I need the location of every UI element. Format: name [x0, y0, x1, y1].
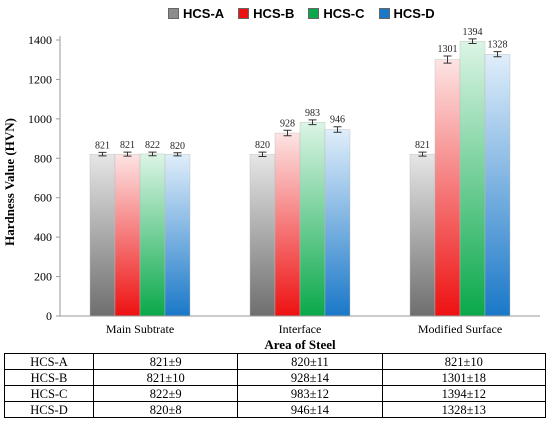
- table-cell: 928±14: [237, 369, 383, 386]
- error-bar: [173, 152, 182, 157]
- y-tick-label: 800: [34, 151, 52, 165]
- bar: [484, 53, 511, 317]
- y-tick-label: 1400: [28, 33, 52, 47]
- y-axis-title: Hardness Value (HVN): [2, 118, 17, 246]
- error-bar: [333, 126, 342, 133]
- table-cell: 821±9: [92, 353, 239, 370]
- bar: [324, 129, 351, 317]
- table-cell: 820±11: [237, 353, 383, 370]
- legend-swatch-hcs-a: [168, 8, 179, 19]
- legend-swatch-hcs-b: [238, 8, 250, 19]
- error-bar: [493, 51, 502, 58]
- bar: [139, 153, 166, 317]
- table-cell: 821±10: [381, 353, 547, 370]
- data-label: 1394: [463, 27, 483, 38]
- legend-item-hcs-a: HCS-A: [168, 6, 224, 21]
- error-bar: [98, 151, 107, 157]
- data-label: 1328: [488, 40, 508, 51]
- table-cell: 1394±12: [381, 385, 547, 402]
- legend-item-hcs-c: HCS-C: [308, 6, 365, 21]
- table-cell: 946±14: [237, 401, 383, 418]
- table-row: HCS-A 821±9 820±11 821±10: [4, 353, 547, 370]
- table-row-label: HCS-B: [4, 369, 94, 386]
- error-bar: [123, 151, 132, 157]
- y-tick-label: 1200: [28, 72, 52, 86]
- y-tick-label: 600: [34, 191, 52, 205]
- chart-legend: HCS-A HCS-B HCS-C HCS-D: [168, 6, 435, 21]
- axis-layer: 0 200 400 600 800 1000 1200 1400: [28, 33, 540, 323]
- x-tick-label: Main Subtrate: [106, 322, 174, 336]
- data-label: 820: [170, 141, 185, 152]
- table-cell: 820±8: [92, 401, 239, 418]
- table-row: HCS-B 821±10 928±14 1301±18: [4, 369, 547, 386]
- data-label: 822: [145, 140, 160, 151]
- table-row: HCS-C 822±9 983±12 1394±12: [4, 385, 547, 402]
- table-row-label: HCS-D: [4, 401, 94, 418]
- data-label: 946: [330, 115, 345, 126]
- bar: [299, 122, 326, 317]
- error-bar: [258, 151, 267, 158]
- table-row: HCS-D 820±8 946±14 1328±13: [4, 401, 547, 418]
- x-tick-label: Modified Surface: [418, 322, 502, 336]
- bar: [164, 154, 191, 317]
- x-axis-title: Area of Steel: [264, 337, 336, 352]
- data-label: 821: [120, 140, 135, 151]
- legend-swatch-hcs-c: [308, 8, 320, 19]
- legend-label-hcs-d: HCS-D: [393, 6, 435, 21]
- y-tick-label: 400: [34, 230, 52, 244]
- legend-label-hcs-b: HCS-B: [253, 6, 295, 21]
- error-bar: [148, 151, 157, 157]
- data-label: 928: [280, 118, 295, 129]
- y-tick-label: 1000: [28, 112, 52, 126]
- y-tick-label: 0: [46, 309, 52, 323]
- data-label: 821: [415, 140, 430, 151]
- table-row-label: HCS-C: [4, 385, 94, 402]
- error-bar: [443, 55, 452, 64]
- table-cell: 821±10: [92, 369, 239, 386]
- error-bar: [283, 129, 292, 137]
- data-table: HCS-A 821±9 820±11 821±10 HCS-B 821±10 9…: [4, 353, 547, 418]
- bars-layer: [89, 38, 511, 317]
- bar: [249, 154, 276, 317]
- data-label: 820: [255, 140, 270, 151]
- table-cell: 822±9: [92, 385, 239, 402]
- error-bar: [468, 38, 477, 45]
- bar-chart: 0 200 400 600 800 1000 1200 1400 821 821 822 820 Ma…: [2, 27, 540, 352]
- table-cell: 1328±13: [381, 401, 547, 418]
- table-cell: 983±12: [237, 385, 383, 402]
- x-tick-label: Interface: [279, 322, 322, 336]
- legend-item-hcs-d: HCS-D: [378, 6, 435, 21]
- data-label: 1301: [438, 44, 458, 55]
- bar: [409, 153, 436, 317]
- error-bar: [308, 119, 317, 126]
- data-label: 983: [305, 108, 320, 119]
- bar: [274, 132, 301, 317]
- legend-item-hcs-b: HCS-B: [238, 6, 294, 21]
- bar: [434, 59, 461, 317]
- bar: [459, 40, 486, 317]
- y-tick-label: 200: [34, 270, 52, 284]
- legend-label-hcs-c: HCS-C: [323, 6, 365, 21]
- table-row-label: HCS-A: [4, 353, 94, 370]
- legend-label-hcs-a: HCS-A: [183, 6, 225, 21]
- bar: [89, 153, 116, 317]
- data-label: 821: [95, 140, 110, 151]
- bar: [114, 153, 141, 317]
- table-cell: 1301±18: [381, 369, 547, 386]
- error-bar: [418, 151, 427, 157]
- labels-layer: 821 821 822 820 Main Subtrate 820 928 983 946 Int…: [95, 27, 508, 336]
- legend-swatch-hcs-d: [378, 8, 390, 19]
